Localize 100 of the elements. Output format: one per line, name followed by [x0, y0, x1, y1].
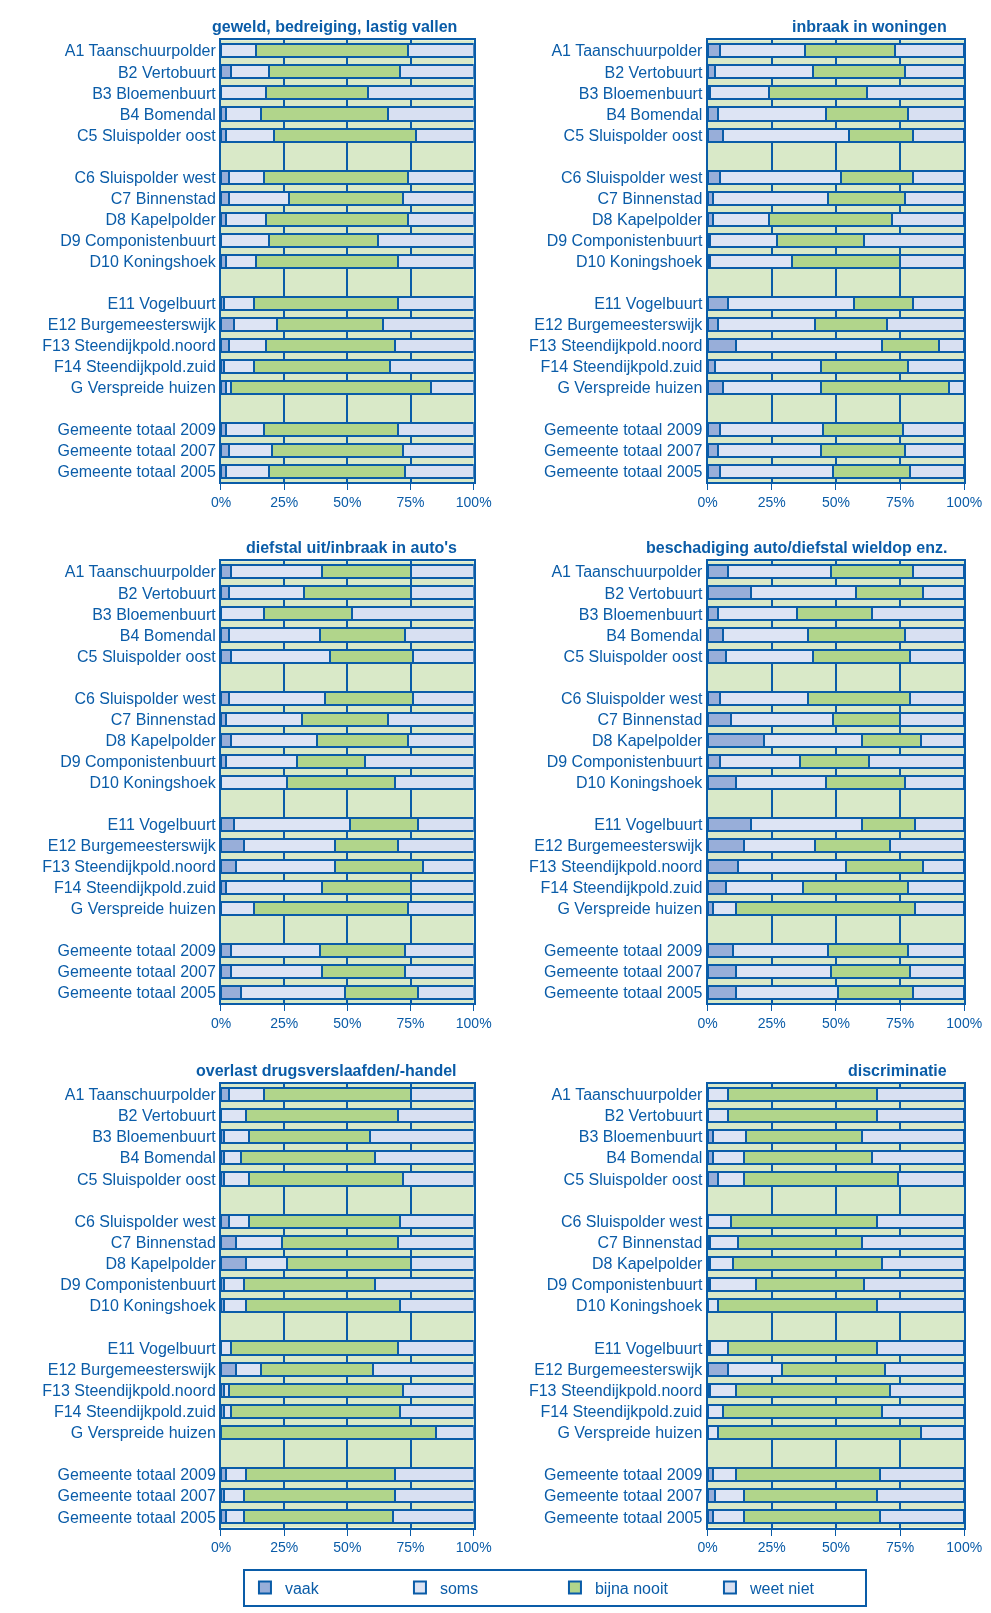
y-tick-label: A1 Taanschuurpolder — [64, 1086, 217, 1104]
x-tick-label: 75% — [886, 1539, 915, 1556]
y-tick-label: C7 Binnenstad — [597, 710, 703, 728]
y-tick-label: F13 Steendijkpold.noord — [528, 858, 703, 876]
y-tick-label: C7 Binnenstad — [110, 189, 216, 207]
y-tick-label: E11 Vogelbuurt — [594, 1339, 703, 1357]
y-tick-label: F13 Steendijkpold.noord — [42, 1381, 216, 1399]
y-tick-label: C6 Sluispolder west — [74, 689, 217, 707]
y-tick-label: C6 Sluispolder west — [74, 1212, 217, 1230]
y-tick-label: B2 Vertobuurt — [117, 584, 217, 602]
y-tick-label: C6 Sluispolder west — [74, 168, 217, 186]
y-tick-label: B4 Bomendal — [119, 1149, 216, 1167]
y-tick-label: D10 Koningshoek — [576, 773, 704, 791]
y-tick-label: E11 Vogelbuurt — [107, 294, 217, 312]
y-tick-label: B3 Bloemenbuurt — [578, 1128, 703, 1146]
legend-label: bijna nooit — [594, 1579, 669, 1597]
x-tick-label: 75% — [396, 1015, 425, 1032]
x-tick-label: 25% — [757, 494, 786, 511]
chart-title: discriminatie — [848, 1062, 947, 1079]
y-tick-label: D10 Koningshoek — [89, 773, 217, 791]
x-tick-label: 50% — [821, 494, 850, 511]
y-tick-label: C5 Sluispolder oost — [563, 1170, 703, 1188]
x-tick-label: 75% — [886, 494, 915, 511]
y-tick-label: C7 Binnenstad — [110, 710, 216, 728]
x-tick-label: 50% — [333, 1015, 362, 1032]
y-tick-label: B2 Vertobuurt — [604, 1107, 703, 1125]
y-tick-label: B3 Bloemenbuurt — [92, 1128, 217, 1146]
y-tick-label: D9 Componistenbuurt — [60, 231, 217, 249]
y-tick-label: C7 Binnenstad — [597, 1233, 703, 1251]
y-tick-label: F13 Steendijkpold.noord — [528, 1381, 703, 1399]
y-tick-label: C6 Sluispolder west — [560, 689, 703, 707]
y-tick-label: D10 Koningshoek — [576, 252, 704, 270]
chart-title: beschadiging auto/diefstal wieldop enz. — [646, 539, 948, 556]
y-tick-label: Gemeente totaal 2007 — [544, 442, 703, 460]
y-tick-label: Gemeente totaal 2009 — [57, 1466, 216, 1484]
y-tick-label: D8 Kapelpolder — [592, 1255, 704, 1273]
x-tick-label: 50% — [821, 1015, 850, 1032]
y-tick-label: C7 Binnenstad — [110, 1233, 216, 1251]
x-tick-label: 50% — [333, 494, 362, 511]
y-tick-label: A1 Taanschuurpolder — [551, 1086, 704, 1104]
y-tick-label: B2 Vertobuurt — [117, 1107, 217, 1125]
y-tick-label: D9 Componistenbuurt — [546, 231, 703, 249]
y-tick-label: D9 Componistenbuurt — [546, 1276, 703, 1294]
x-tick-label: 50% — [821, 1539, 850, 1556]
y-tick-label: C6 Sluispolder west — [560, 1212, 703, 1230]
legend-label: soms — [439, 1579, 479, 1597]
y-tick-label: F13 Steendijkpold.noord — [528, 337, 703, 355]
y-tick-label: B4 Bomendal — [606, 105, 703, 123]
x-tick-label: 100% — [455, 494, 492, 511]
y-tick-label: Gemeente totaal 2005 — [544, 1508, 703, 1526]
y-tick-label: F13 Steendijkpold.noord — [42, 858, 216, 876]
y-tick-label: D10 Koningshoek — [89, 1297, 217, 1315]
y-tick-label: B4 Bomendal — [606, 626, 703, 644]
y-tick-label: B3 Bloemenbuurt — [578, 605, 703, 623]
chart-title: inbraak in woningen — [792, 18, 947, 35]
y-tick-label: G Verspreide huizen — [557, 1424, 703, 1442]
y-tick-label: D8 Kapelpolder — [592, 210, 704, 228]
y-tick-label: A1 Taanschuurpolder — [64, 42, 217, 60]
y-tick-label: Gemeente totaal 2005 — [544, 984, 703, 1002]
y-tick-label: Gemeente totaal 2007 — [544, 1487, 703, 1505]
x-tick-label: 100% — [946, 494, 983, 511]
y-tick-label: C5 Sluispolder oost — [563, 126, 703, 144]
y-tick-label: Gemeente totaal 2009 — [57, 421, 216, 439]
x-tick-label: 0% — [697, 1015, 718, 1032]
y-tick-label: Gemeente totaal 2005 — [57, 1508, 216, 1526]
y-tick-label: D8 Kapelpolder — [105, 210, 217, 228]
y-tick-label: Gemeente totaal 2005 — [57, 984, 216, 1002]
y-tick-label: Gemeente totaal 2007 — [57, 963, 216, 981]
x-tick-label: 25% — [757, 1015, 786, 1032]
y-tick-label: E11 Vogelbuurt — [594, 815, 703, 833]
x-tick-label: 100% — [946, 1015, 983, 1032]
x-tick-label: 100% — [455, 1015, 492, 1032]
y-tick-label: F13 Steendijkpold.noord — [42, 337, 216, 355]
y-tick-label: A1 Taanschuurpolder — [64, 563, 217, 581]
y-tick-label: Gemeente totaal 2009 — [544, 942, 703, 960]
y-tick-label: B3 Bloemenbuurt — [578, 84, 703, 102]
x-tick-label: 100% — [946, 1539, 983, 1556]
y-tick-label: G Verspreide huizen — [70, 379, 216, 397]
y-tick-label: E11 Vogelbuurt — [594, 294, 703, 312]
y-tick-label: Gemeente totaal 2005 — [57, 463, 216, 481]
y-tick-label: C5 Sluispolder oost — [77, 647, 217, 665]
x-tick-label: 25% — [270, 1015, 299, 1032]
y-tick-label: E11 Vogelbuurt — [107, 815, 217, 833]
y-tick-label: D8 Kapelpolder — [105, 731, 217, 749]
y-tick-label: F14 Steendijkpold.zuid — [53, 879, 216, 897]
y-tick-label: G Verspreide huizen — [70, 1424, 216, 1442]
y-tick-label: Gemeente totaal 2009 — [544, 421, 703, 439]
y-tick-label: B4 Bomendal — [119, 105, 216, 123]
y-tick-label: E12 Burgemeesterswijk — [534, 1360, 704, 1378]
y-tick-label: E12 Burgemeesterswijk — [534, 837, 704, 855]
x-tick-label: 75% — [396, 494, 425, 511]
y-tick-label: F14 Steendijkpold.zuid — [540, 1402, 703, 1420]
chart-title: diefstal uit/inbraak in auto's — [246, 539, 458, 556]
y-tick-label: D10 Koningshoek — [576, 1297, 704, 1315]
x-tick-label: 0% — [697, 494, 718, 511]
y-tick-label: Gemeente totaal 2005 — [544, 463, 703, 481]
y-tick-label: B2 Vertobuurt — [604, 584, 703, 602]
y-tick-label: D9 Componistenbuurt — [60, 1276, 217, 1294]
y-tick-label: E12 Burgemeesterswijk — [47, 1360, 217, 1378]
y-tick-label: F14 Steendijkpold.zuid — [53, 1402, 216, 1420]
